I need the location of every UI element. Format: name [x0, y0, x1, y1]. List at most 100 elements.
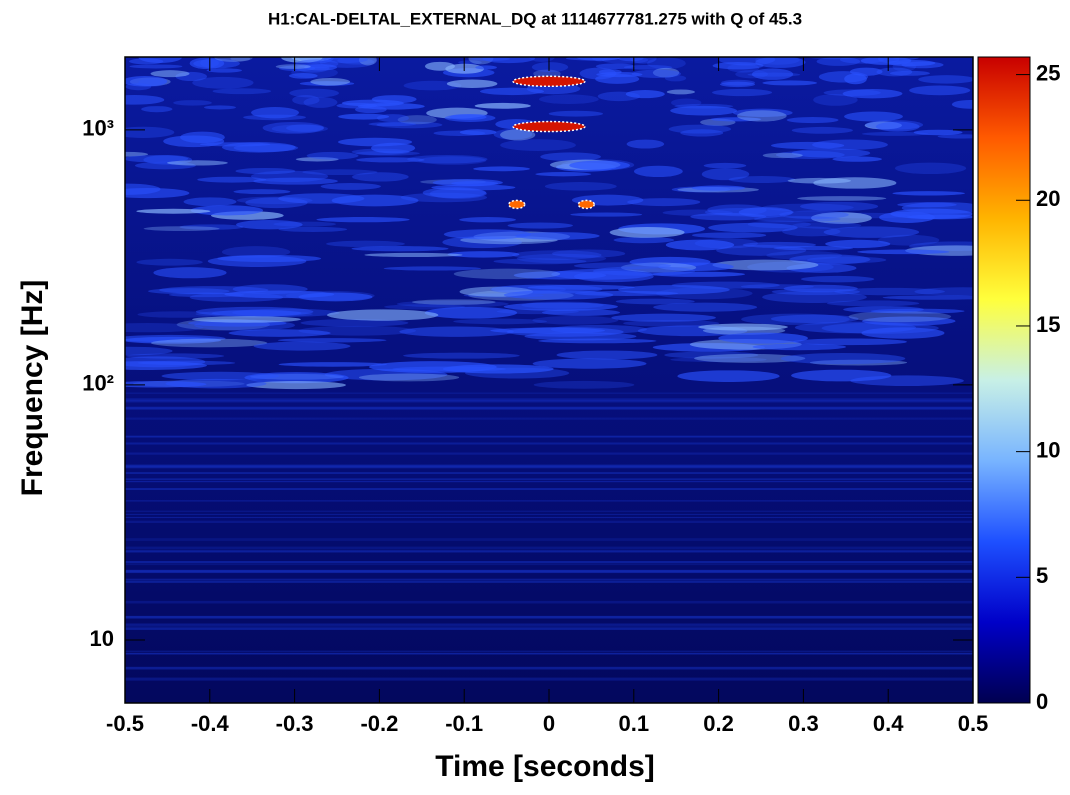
texture-blob	[289, 88, 339, 98]
texture-blob	[617, 57, 644, 62]
y-tick-label: 10	[90, 626, 114, 651]
texture-blob	[527, 284, 635, 290]
texture-blob	[609, 227, 685, 238]
texture-blob	[857, 249, 950, 255]
texture-blob	[136, 208, 211, 214]
texture-stripe	[125, 510, 973, 512]
texture-blob	[300, 319, 409, 327]
texture-blob	[791, 148, 871, 158]
texture-blob	[161, 371, 280, 381]
texture-blob	[653, 302, 758, 312]
texture-blob	[141, 106, 173, 113]
texture-blob	[167, 160, 228, 166]
colorbar-tick-label: 5	[1036, 563, 1048, 588]
texture-blob	[573, 270, 654, 283]
texture-blob	[507, 222, 573, 229]
texture-blob	[848, 311, 952, 323]
texture-blob	[351, 246, 449, 252]
texture-blob	[861, 327, 945, 339]
texture-blob	[424, 306, 518, 319]
texture-blob	[521, 301, 604, 309]
texture-blob	[800, 201, 879, 212]
texture-blob	[278, 226, 348, 232]
texture-stripe	[125, 435, 973, 438]
texture-blob	[532, 358, 647, 369]
texture-blob	[129, 64, 183, 69]
texture-stripe	[125, 464, 973, 468]
texture-blob	[876, 67, 913, 77]
texture-blob	[125, 188, 190, 199]
x-tick-label: -0.3	[276, 711, 314, 736]
texture-blob	[539, 94, 599, 105]
texture-stripe	[125, 392, 973, 394]
texture-blob	[515, 232, 600, 240]
texture-blob	[327, 309, 439, 321]
texture-blob	[825, 239, 891, 249]
texture-blob	[531, 62, 569, 73]
texture-stripe	[125, 650, 973, 652]
texture-blob	[459, 217, 516, 223]
x-tick-label: 0.4	[873, 711, 904, 736]
texture-blob	[611, 313, 716, 322]
texture-stripe	[125, 626, 973, 630]
hotspot	[577, 199, 596, 210]
texture-blob	[951, 99, 973, 109]
texture-blob	[446, 79, 498, 88]
texture-blob	[779, 210, 849, 219]
texture-blob	[278, 362, 388, 367]
texture-stripe	[125, 666, 973, 670]
texture-stripe	[125, 399, 973, 403]
texture-stripe	[125, 435, 973, 438]
texture-blob	[303, 96, 338, 108]
texture-blob	[623, 64, 673, 70]
texture-blob	[712, 62, 764, 70]
x-axis-title: Time [seconds]	[435, 750, 655, 783]
texture-blob	[195, 310, 313, 318]
texture-blob	[169, 292, 245, 298]
texture-blob	[551, 249, 626, 258]
texture-blob	[780, 353, 906, 365]
texture-blob	[792, 338, 908, 346]
texture-blob	[850, 375, 964, 387]
texture-blob	[212, 88, 272, 95]
texture-blob	[253, 177, 338, 185]
texture-blob	[668, 124, 732, 134]
texture-blob	[338, 113, 390, 120]
texture-blob	[262, 121, 325, 134]
texture-blob	[753, 216, 841, 222]
texture-blob	[319, 57, 375, 68]
texture-stripe	[125, 472, 973, 474]
texture-blob	[173, 100, 212, 106]
texture-blob	[221, 142, 296, 153]
texture-blob	[626, 139, 665, 149]
texture-blob	[766, 250, 843, 260]
texture-blob	[875, 121, 920, 132]
texture-blob	[516, 253, 607, 264]
y-tick-label: 10²	[82, 371, 114, 396]
texture-blob	[236, 196, 313, 205]
texture-blob	[165, 378, 267, 389]
texture-blob	[770, 314, 859, 324]
texture-blob	[718, 332, 808, 344]
texture-blob	[918, 75, 973, 84]
texture-stripe	[125, 623, 973, 626]
texture-blob	[783, 284, 858, 293]
hotspot	[512, 75, 586, 88]
texture-blob	[397, 115, 437, 125]
texture-blob	[358, 373, 460, 382]
texture-blob	[206, 68, 242, 73]
texture-blob	[740, 284, 814, 290]
texture-blob	[892, 191, 965, 196]
colorbar-tick-label: 0	[1036, 689, 1048, 714]
texture-stripe	[125, 398, 973, 401]
texture-blob	[298, 325, 417, 336]
texture-blob	[877, 234, 940, 246]
texture-blob	[125, 356, 206, 368]
texture-blob	[298, 292, 373, 302]
texture-blob	[148, 288, 230, 295]
texture-blob	[306, 151, 359, 160]
texture-blob	[573, 262, 672, 270]
texture-blob	[937, 134, 973, 139]
texture-blob	[698, 323, 788, 331]
